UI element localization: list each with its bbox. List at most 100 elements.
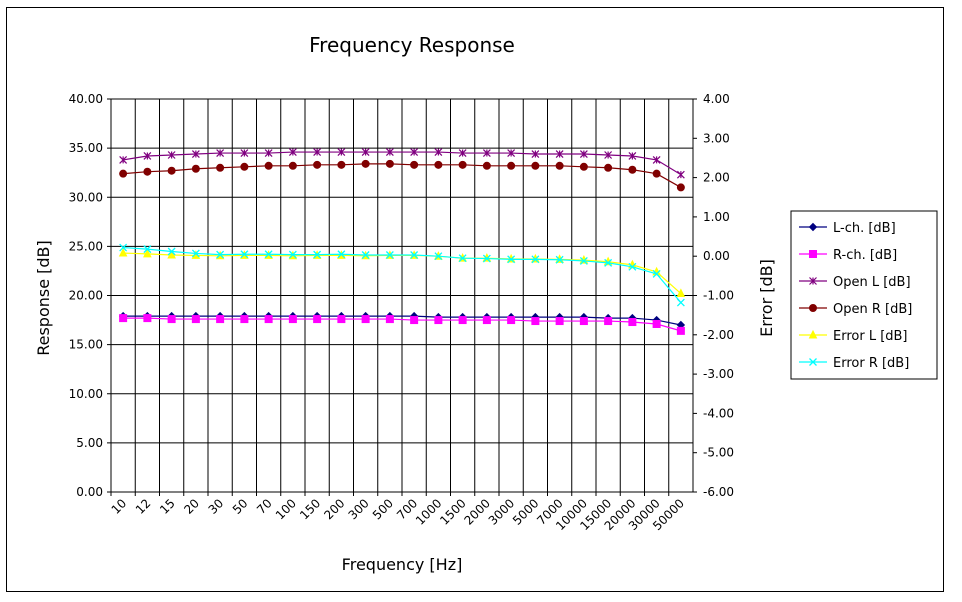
legend-swatch-marker [809, 250, 817, 258]
data-point [119, 155, 128, 164]
x-axis-label: Frequency [Hz] [342, 555, 463, 574]
x-tick-label: 30 [206, 496, 227, 517]
data-point [676, 326, 685, 335]
right-tick-label: -4.00 [703, 406, 734, 420]
data-point [313, 160, 322, 169]
data-point [531, 317, 540, 326]
x-tick-label: 200 [321, 496, 347, 522]
left-tick-label: 10.00 [69, 387, 103, 401]
x-tick-label: 1500 [437, 496, 468, 527]
data-point [337, 250, 346, 259]
data-point [652, 269, 661, 278]
data-point [531, 161, 540, 170]
x-tick-label: 50 [230, 496, 251, 517]
data-point [531, 255, 540, 264]
data-point [264, 149, 273, 157]
data-point [119, 314, 128, 323]
x-tick-label: 15 [157, 496, 178, 517]
data-point [652, 169, 661, 178]
data-point [531, 150, 540, 158]
data-point [676, 183, 685, 192]
data-point [410, 148, 419, 156]
x-tick-label: 3000 [486, 496, 517, 527]
legend-label: Open R [dB] [833, 302, 912, 317]
data-point [385, 159, 394, 168]
right-tick-label: -1.00 [703, 289, 734, 303]
data-point [240, 315, 249, 324]
data-point [482, 316, 491, 325]
legend-box [790, 210, 938, 380]
data-point [604, 151, 613, 159]
x-tick-label: 300 [346, 496, 372, 522]
left-tick-label: 40.00 [69, 92, 103, 106]
data-point [119, 243, 128, 252]
data-point [191, 164, 200, 173]
data-point [579, 150, 588, 158]
data-point [507, 255, 516, 264]
data-point [604, 317, 613, 326]
data-point [676, 170, 685, 179]
data-point [167, 151, 176, 159]
data-point [652, 155, 661, 164]
data-point [676, 298, 685, 307]
legend-label: L-ch. [dB] [833, 221, 896, 236]
x-tick-label: 5000 [510, 496, 541, 527]
data-point [482, 161, 491, 170]
legend-label: R-ch. [dB] [833, 248, 897, 263]
data-point [167, 315, 176, 324]
data-point [434, 160, 443, 169]
right-tick-label: -2.00 [703, 328, 734, 342]
data-point [216, 149, 225, 157]
x-tick-label: 12 [133, 496, 154, 517]
legend-label: Error R [dB] [833, 356, 909, 371]
data-point [288, 161, 297, 170]
series-line [123, 151, 682, 176]
data-point [410, 316, 419, 325]
x-tick-label: 20 [181, 496, 202, 517]
data-point [167, 166, 176, 175]
chart-frame: Frequency Response 0.00 5.00 10.00 15.00 20.… [6, 7, 944, 592]
data-point [240, 250, 249, 259]
data-point [313, 250, 322, 259]
data-point [434, 316, 443, 325]
data-point [143, 167, 152, 176]
data-point [385, 251, 394, 259]
data-point [385, 315, 394, 324]
data-point [288, 148, 297, 156]
right-tick-label: 2.00 [703, 171, 730, 185]
right-axis-ticks: -6.00 -5.00 -4.00 -3.00 -2.00 -1.00 0.00 1.00 2.… [693, 92, 734, 499]
data-point [216, 163, 225, 172]
right-tick-label: 0.00 [703, 249, 730, 263]
series-line [123, 163, 682, 188]
data-point [604, 163, 613, 172]
x-tick-label: 10 [109, 496, 130, 517]
left-tick-label: 5.00 [76, 436, 103, 450]
data-point [264, 250, 273, 259]
data-point [143, 314, 152, 323]
legend-swatch-marker [808, 329, 818, 339]
data-point [167, 247, 176, 256]
legend-swatch-marker [809, 358, 817, 366]
data-point [264, 161, 273, 170]
y-axis-label: Response [dB] [34, 240, 53, 356]
data-point [361, 315, 370, 324]
data-point [458, 160, 467, 169]
data-point [579, 317, 588, 326]
legend-label: Error L [dB] [833, 329, 908, 344]
data-point [118, 247, 128, 257]
left-tick-label: 35.00 [69, 141, 103, 155]
x-tick-label: 150 [297, 496, 323, 522]
legend-swatch-marker [809, 277, 817, 285]
data-point [143, 152, 152, 160]
data-point [191, 315, 200, 324]
series-line [123, 317, 682, 332]
data-point [288, 250, 297, 259]
x-tick-label: 500 [370, 496, 396, 522]
frequency-response-chart: Frequency Response 0.00 5.00 10.00 15.00 20.… [34, 33, 938, 574]
legend: L-ch. [dB] R-ch. [dB] Open L [dB] Open R [d… [790, 210, 938, 380]
data-point [652, 319, 661, 328]
data-point [167, 249, 176, 259]
data-point [434, 252, 443, 261]
data-point [482, 254, 491, 263]
data-point [337, 160, 346, 169]
